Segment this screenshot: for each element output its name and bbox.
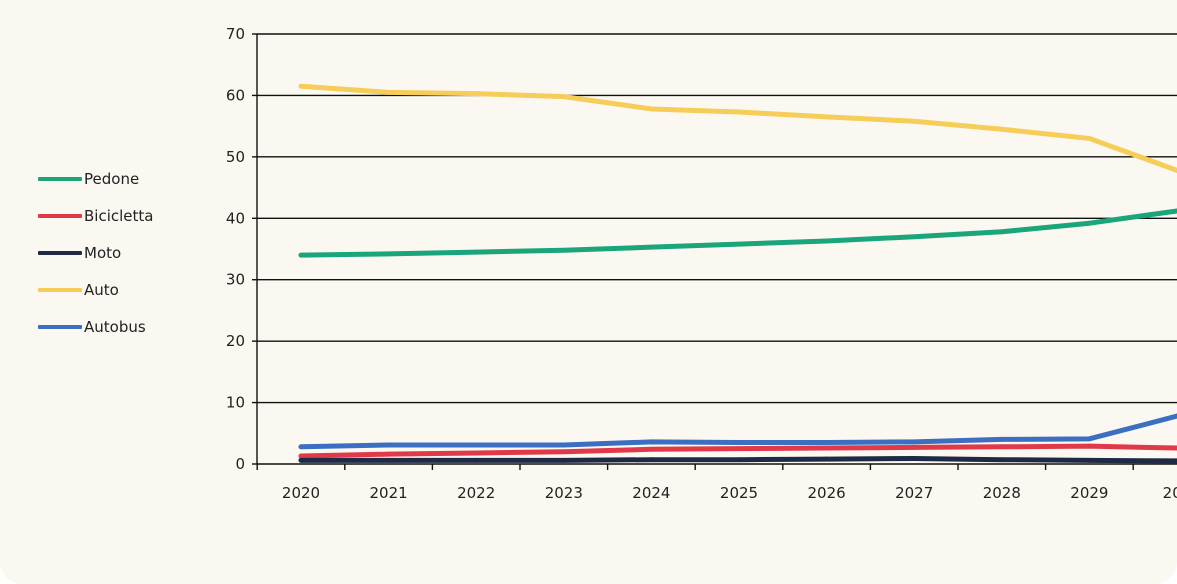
- data-point-bicicletta: [1174, 445, 1177, 451]
- data-point-autobus: [911, 439, 917, 445]
- data-point-autobus: [1087, 436, 1092, 442]
- x-tick-label: 2027: [895, 484, 933, 502]
- data-point-bicicletta: [473, 450, 479, 456]
- y-tick-label: 60: [226, 86, 245, 104]
- y-tick-label: 40: [226, 209, 245, 227]
- data-point-bicicletta: [736, 446, 742, 452]
- x-tick-label: 2029: [1070, 484, 1108, 502]
- data-point-bicicletta: [1087, 443, 1092, 449]
- x-tick-label: 2022: [457, 484, 495, 502]
- data-point-moto: [911, 456, 917, 461]
- legend-item-auto: Auto: [38, 271, 198, 308]
- legend-label: Bicicletta: [84, 206, 154, 225]
- data-point-auto: [473, 91, 479, 96]
- data-point-autobus: [999, 437, 1005, 442]
- y-tick-label: 50: [226, 148, 245, 166]
- data-point-bicicletta: [649, 446, 654, 452]
- series-line-pedone: [298, 208, 1177, 258]
- legend-swatch: [38, 176, 82, 181]
- data-point-moto: [999, 457, 1005, 463]
- y-tick-label: 70: [226, 25, 245, 43]
- y-tick-label: 30: [226, 271, 245, 289]
- data-point-pedone: [1174, 208, 1177, 214]
- data-point-moto: [298, 457, 304, 463]
- data-point-moto: [1174, 458, 1177, 464]
- legend-item-moto: Moto: [38, 234, 198, 271]
- data-point-auto: [1087, 136, 1092, 141]
- x-tick-label: 2021: [370, 484, 408, 502]
- data-point-pedone: [561, 247, 567, 253]
- data-point-auto: [1174, 167, 1177, 173]
- legend-item-pedone: Pedone: [38, 160, 198, 197]
- data-point-autobus: [386, 442, 391, 448]
- x-tick-label: 2028: [983, 484, 1021, 502]
- data-point-auto: [386, 89, 391, 95]
- legend-label: Autobus: [84, 317, 146, 336]
- series-line-auto: [298, 83, 1177, 173]
- data-point-moto: [386, 457, 391, 463]
- data-point-moto: [824, 456, 829, 462]
- data-point-autobus: [473, 442, 479, 448]
- data-point-auto: [999, 126, 1005, 132]
- data-point-pedone: [1087, 220, 1092, 226]
- data-point-autobus: [649, 439, 654, 445]
- data-point-auto: [911, 118, 917, 124]
- data-point-autobus: [824, 440, 829, 445]
- legend-item-bicicletta: Bicicletta: [38, 197, 198, 234]
- legend-item-autobus: Autobus: [38, 308, 198, 345]
- data-point-pedone: [999, 229, 1005, 235]
- data-point-auto: [736, 109, 742, 115]
- data-point-pedone: [911, 234, 917, 240]
- data-point-bicicletta: [999, 444, 1005, 450]
- legend-swatch: [38, 324, 82, 329]
- data-point-auto: [561, 94, 567, 100]
- x-tick-label: 2023: [545, 484, 583, 502]
- legend-label: Pedone: [84, 169, 140, 188]
- data-point-auto: [298, 83, 304, 89]
- data-point-moto: [473, 457, 479, 463]
- legend-label: Auto: [84, 280, 119, 299]
- data-point-pedone: [473, 249, 479, 255]
- data-point-autobus: [298, 444, 304, 450]
- data-point-moto: [736, 457, 742, 463]
- x-tick-label: 2026: [808, 484, 846, 502]
- data-point-auto: [649, 106, 654, 112]
- data-point-bicicletta: [561, 449, 567, 455]
- x-tick-label: 2025: [720, 484, 758, 502]
- data-point-autobus: [736, 440, 742, 445]
- data-point-bicicletta: [386, 451, 391, 457]
- data-point-auto: [824, 114, 829, 120]
- x-tick-label: 2024: [632, 484, 670, 502]
- data-point-pedone: [736, 241, 742, 247]
- data-point-bicicletta: [298, 453, 304, 459]
- legend-label: Moto: [84, 243, 122, 262]
- data-point-moto: [1087, 457, 1092, 463]
- y-tick-label: 20: [226, 332, 245, 350]
- data-point-pedone: [824, 238, 829, 244]
- data-point-bicicletta: [911, 445, 917, 450]
- y-tick-label: 10: [226, 394, 245, 412]
- data-point-moto: [561, 457, 567, 463]
- data-point-autobus: [1174, 413, 1177, 419]
- legend-swatch: [38, 213, 82, 218]
- legend: Pedone Bicicletta Moto Auto Autobus: [38, 160, 198, 345]
- legend-swatch: [38, 287, 82, 292]
- data-point-autobus: [561, 442, 567, 448]
- x-tick-label: 2020: [282, 484, 320, 502]
- data-point-bicicletta: [824, 445, 829, 451]
- data-point-pedone: [386, 251, 391, 257]
- legend-swatch: [38, 250, 82, 255]
- data-point-pedone: [298, 252, 304, 258]
- x-tick-label: 203: [1163, 484, 1177, 502]
- data-point-moto: [649, 457, 654, 463]
- data-point-pedone: [649, 244, 654, 250]
- y-tick-label: 0: [235, 455, 245, 473]
